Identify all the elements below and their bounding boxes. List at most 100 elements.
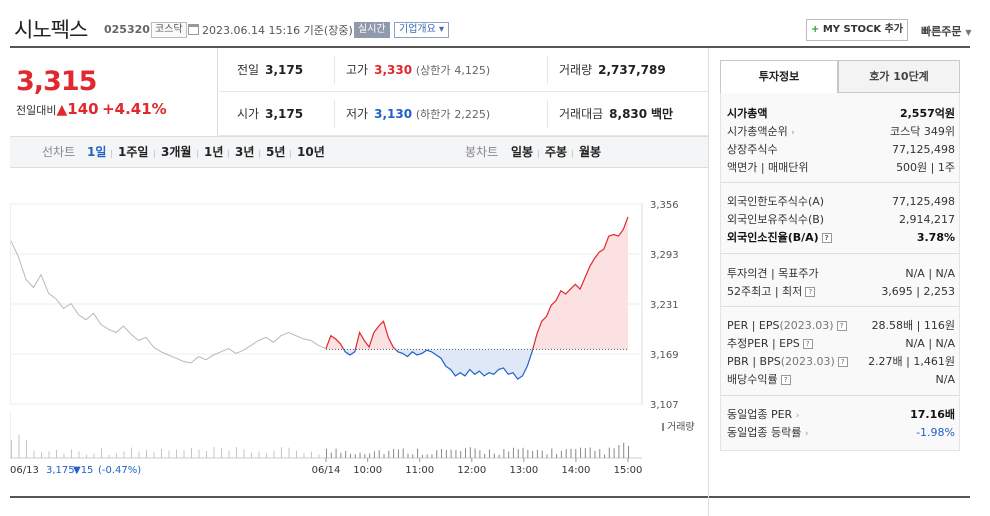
volume-bar — [412, 454, 414, 458]
price-change: 전일대비▲140 +4.41% — [16, 100, 167, 118]
volume-bar — [198, 449, 200, 458]
period-3y-button[interactable]: 3년 — [235, 145, 255, 159]
help-icon[interactable]: ? — [802, 339, 813, 349]
volume-bar — [101, 448, 102, 458]
volume-bar — [213, 447, 215, 458]
sector-change-value: -1.98% — [916, 426, 955, 439]
volume-bar — [191, 448, 192, 458]
candle-weekly-button[interactable]: 주봉 — [545, 145, 568, 159]
calendar-icon — [188, 24, 199, 35]
upper-limit-label: (상한가 — [415, 64, 451, 77]
prev-day-date: 06/13 — [10, 465, 39, 476]
period-3m-button[interactable]: 3개월 — [161, 145, 192, 159]
sector-change-label[interactable]: 동일업종 등락률 › — [727, 424, 808, 443]
volume-bar — [618, 445, 620, 458]
volume-label: 거래량 — [559, 63, 593, 77]
par-value-label: 액면가 | 매매단위 — [727, 161, 809, 174]
info-row-sector-per: 동일업종 PER › 17.16배 — [727, 406, 955, 423]
tab-order-book[interactable]: 호가 10단계 — [838, 60, 960, 93]
y-tick-label: 3,169 — [650, 350, 679, 361]
volume-value: 2,737,789 — [598, 63, 666, 77]
volume-bar — [393, 448, 395, 458]
volume-bar — [183, 450, 185, 458]
period-1d-button[interactable]: 1일 — [87, 145, 107, 159]
volume-bar — [11, 440, 12, 458]
volume-bar — [407, 453, 409, 458]
intraday-chart[interactable]: 3,356 3,293 3,231 3,169 3,107 06/14 10:00 11:00… — [10, 168, 708, 496]
est-per-text: 추정PER | EPS — [727, 337, 800, 350]
candle-daily-button[interactable]: 일봉 — [511, 145, 534, 159]
period-1y-button[interactable]: 1년 — [204, 145, 224, 159]
current-price-box: 3,315 전일대비▲140 +4.41% — [10, 48, 218, 136]
x-tick-label: 12:00 — [457, 465, 486, 476]
divider — [547, 56, 548, 84]
chevron-right-icon: › — [795, 411, 800, 421]
volume-bar — [488, 449, 490, 458]
company-overview-button[interactable]: 기업개요 ▾ — [394, 22, 450, 38]
volume-bar — [431, 454, 433, 458]
volume-bar — [123, 451, 125, 458]
volume-bar — [78, 451, 80, 458]
volume-bar — [445, 450, 447, 458]
today-up-line — [325, 216, 629, 350]
candle-chart-label: 봉차트 — [465, 145, 499, 159]
divider — [721, 253, 959, 254]
line-chart-label: 선차트 — [42, 145, 76, 159]
volume-bar — [330, 452, 332, 458]
volume-bar — [512, 447, 514, 458]
per-text: PER | EPS — [727, 319, 780, 332]
candle-monthly-button[interactable]: 월봉 — [579, 145, 602, 159]
realtime-badge[interactable]: 실시간 — [354, 22, 390, 38]
tab-investment-info[interactable]: 투자정보 — [720, 60, 838, 93]
change-percent: +4.41% — [102, 100, 167, 118]
volume-bar — [206, 450, 207, 458]
x-tick-label: 15:00 — [614, 465, 643, 476]
period-5y-button[interactable]: 5년 — [266, 145, 286, 159]
volume-bar — [288, 447, 290, 458]
volume-bar — [258, 451, 260, 458]
change-amount: 140 — [67, 100, 99, 118]
price-chart-svg[interactable]: 3,356 3,293 3,231 3,169 3,107 06/14 10:00 11:00… — [10, 168, 708, 496]
volume-bar — [388, 450, 390, 458]
listed-shares-value: 77,125,498 — [892, 143, 955, 156]
opinion-label: 투자의견 | 목표주가 — [727, 267, 819, 280]
help-icon[interactable]: ? — [821, 233, 832, 243]
volume-legend-swatch — [662, 423, 664, 431]
volume-bar — [273, 450, 275, 458]
info-row-foreign-ratio: 외국인소진율(B/A)? 3.78% — [727, 229, 955, 246]
help-icon[interactable]: ? — [836, 321, 847, 331]
volume-bar — [599, 449, 601, 458]
market-cap-rank-value: 코스닥 349위 — [890, 125, 955, 138]
volume-bar — [623, 442, 625, 458]
52week-value: 3,695 | 2,253 — [881, 285, 955, 298]
dividend-text: 배당수익률 — [727, 373, 778, 386]
volume-bar — [565, 449, 567, 458]
dividend-label: 배당수익률? — [727, 371, 791, 388]
volume-legend-label: 거래량 — [667, 422, 695, 433]
x-tick-label: 13:00 — [509, 465, 538, 476]
period-1w-button[interactable]: 1주일 — [118, 145, 149, 159]
foreign-holdings-label: 외국인보유주식수(B) — [727, 213, 825, 226]
prev-day-close: 3,175 — [46, 465, 75, 476]
high-label: 고가 — [346, 63, 369, 77]
info-row-foreign-limit: 외국인한도주식수(A) 77,125,498 — [727, 193, 955, 210]
volume-bar — [63, 453, 65, 458]
quick-order-button[interactable]: 빠른주문 ▼ — [921, 23, 971, 39]
market-cap-rank-label[interactable]: 시가총액순위 › — [727, 123, 795, 142]
my-stock-add-button[interactable]: + MY STOCK 추가 — [806, 19, 908, 41]
volume-bar — [236, 447, 237, 458]
help-icon[interactable]: ? — [805, 287, 816, 297]
price-detail-table: 전일 3,175 고가 3,330 (상한가 4,125) 거래량 2,737,789… — [219, 48, 708, 136]
volume-bar — [33, 450, 35, 458]
foreign-ratio-label: 외국인소진율(B/A)? — [727, 229, 832, 246]
help-icon[interactable]: ? — [780, 375, 791, 385]
prev-day-percent: (-0.47%) — [98, 465, 141, 476]
volume-bar — [354, 454, 356, 458]
volume-bar — [71, 449, 72, 458]
sector-per-label[interactable]: 동일업종 PER › — [727, 406, 799, 425]
info-row-opinion: 투자의견 | 목표주가 N/A | N/A — [727, 265, 955, 282]
bottom-divider — [10, 496, 970, 498]
upper-limit-value: 4,125) — [454, 64, 491, 77]
help-icon[interactable]: ? — [837, 357, 848, 367]
period-10y-button[interactable]: 10년 — [297, 145, 325, 159]
